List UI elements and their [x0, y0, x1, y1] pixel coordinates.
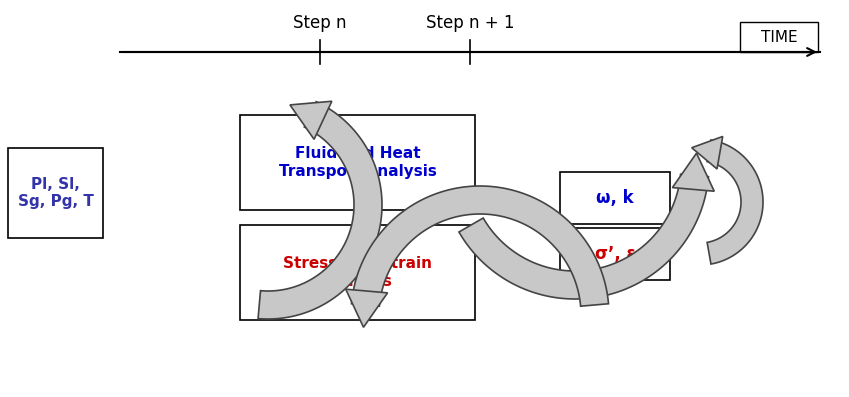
Text: Step n + 1: Step n + 1 — [425, 14, 514, 32]
Text: Fluid and Heat
Transport analysis: Fluid and Heat Transport analysis — [278, 146, 436, 179]
Bar — [560, 172, 670, 224]
Bar — [740, 22, 818, 52]
Text: Pl, Sl,
Sg, Pg, T: Pl, Sl, Sg, Pg, T — [18, 177, 93, 209]
Text: ω, k: ω, k — [596, 189, 634, 207]
Bar — [560, 228, 670, 280]
Text: σ’, ε: σ’, ε — [594, 245, 635, 263]
Text: Step n: Step n — [293, 14, 346, 32]
Polygon shape — [258, 102, 382, 319]
Bar — [240, 225, 475, 320]
Polygon shape — [351, 186, 609, 306]
Polygon shape — [290, 101, 332, 139]
Polygon shape — [346, 289, 388, 327]
Polygon shape — [459, 174, 708, 299]
Polygon shape — [672, 153, 714, 191]
Polygon shape — [692, 137, 722, 169]
Text: Stress and Strain
analysis: Stress and Strain analysis — [283, 256, 432, 289]
Bar — [240, 115, 475, 210]
Polygon shape — [707, 140, 763, 264]
Text: TIME: TIME — [761, 29, 797, 44]
Bar — [8, 148, 103, 238]
